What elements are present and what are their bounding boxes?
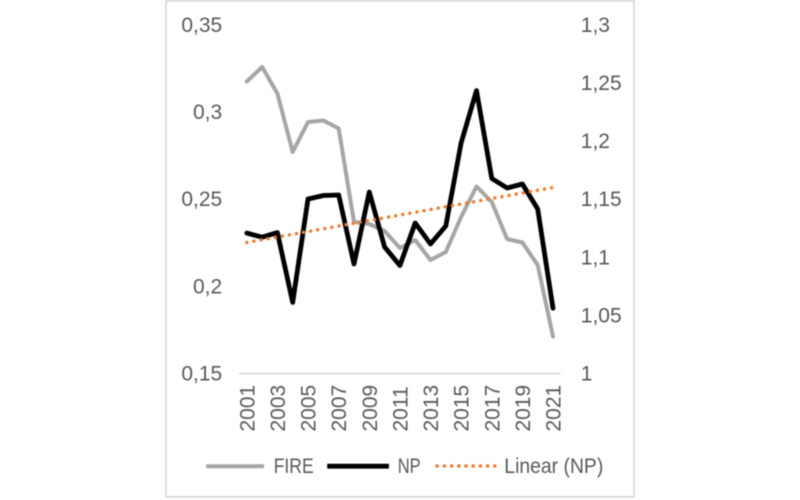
svg-text:2007: 2007: [328, 385, 351, 432]
svg-text:0,35: 0,35: [181, 14, 222, 37]
svg-text:0,25: 0,25: [181, 188, 222, 211]
svg-text:1,2: 1,2: [581, 130, 610, 153]
svg-text:2011: 2011: [389, 386, 412, 431]
svg-text:2013: 2013: [420, 385, 443, 432]
svg-text:1: 1: [581, 362, 593, 385]
svg-text:2019: 2019: [512, 385, 535, 432]
svg-text:0,2: 0,2: [193, 275, 222, 298]
svg-text:1,1: 1,1: [581, 246, 610, 269]
svg-text:2003: 2003: [267, 385, 290, 432]
svg-text:Linear (NP): Linear (NP): [504, 455, 603, 478]
svg-text:2021: 2021: [543, 385, 566, 432]
svg-text:0,15: 0,15: [181, 362, 222, 385]
svg-text:0,3: 0,3: [193, 101, 222, 124]
svg-text:1,05: 1,05: [581, 304, 622, 327]
svg-text:1,3: 1,3: [581, 14, 610, 37]
svg-text:2015: 2015: [451, 385, 474, 432]
svg-text:2017: 2017: [481, 385, 504, 432]
svg-text:2009: 2009: [359, 385, 382, 432]
svg-text:1,15: 1,15: [581, 188, 622, 211]
svg-text:2001: 2001: [236, 385, 259, 432]
svg-text:1,25: 1,25: [581, 72, 622, 95]
svg-text:NP: NP: [398, 455, 421, 478]
svg-text:2005: 2005: [298, 385, 321, 432]
svg-text:FIRE: FIRE: [274, 455, 314, 478]
